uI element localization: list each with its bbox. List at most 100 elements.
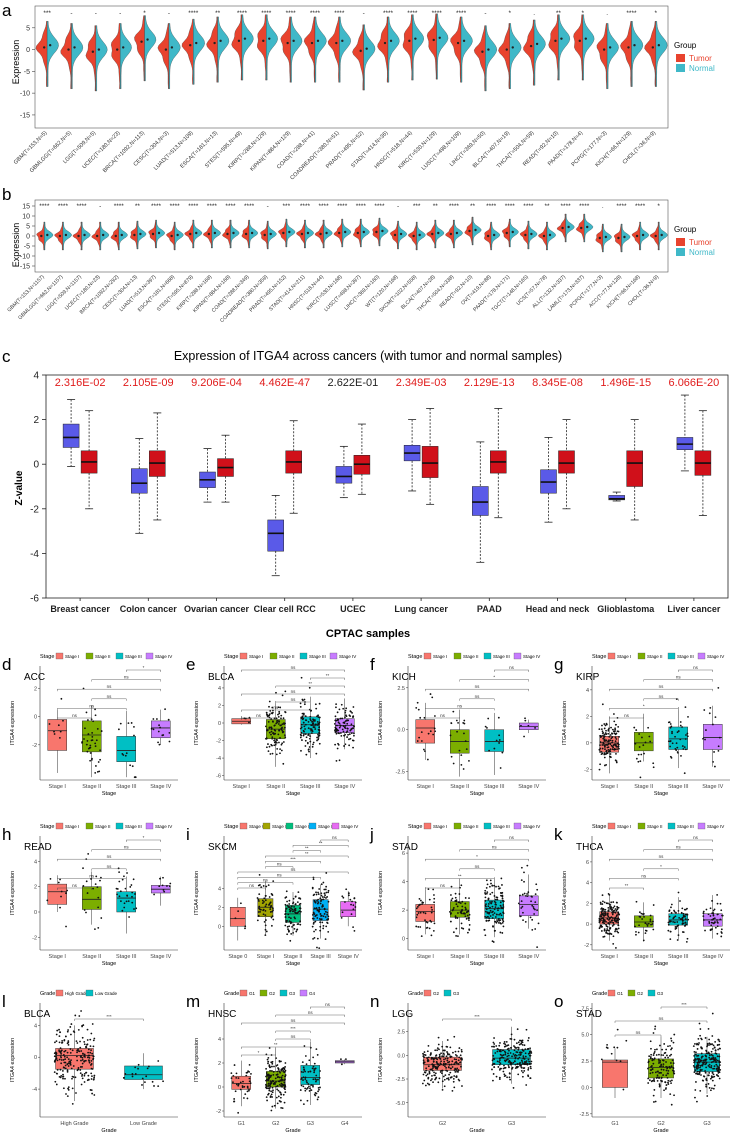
legend-label: Stage IV	[707, 654, 724, 659]
sample-point	[493, 895, 496, 897]
legend-swatch	[55, 989, 64, 997]
sample-point	[309, 740, 312, 743]
violin-tumor-half	[157, 23, 170, 89]
legend-swatch	[269, 652, 278, 660]
normal-box	[335, 466, 353, 484]
sample-point	[658, 1053, 660, 1056]
sample-point	[524, 1060, 526, 1063]
sample-point	[312, 741, 315, 744]
x-axis-label: Grade	[653, 1128, 668, 1134]
sample-point	[56, 1059, 59, 1062]
sample-point	[81, 1062, 84, 1065]
sample-point	[644, 922, 647, 925]
sample-point	[455, 1058, 458, 1061]
sample-point	[637, 760, 640, 763]
sample-point	[493, 1043, 496, 1045]
sample-point	[712, 922, 714, 924]
sample-point	[268, 731, 271, 734]
sample-point	[87, 719, 89, 721]
sample-point	[283, 1079, 286, 1082]
sample-point	[334, 715, 337, 718]
sample-point	[717, 913, 719, 915]
sample-point	[279, 706, 282, 709]
sample-point	[349, 898, 352, 901]
sample-point	[432, 1067, 434, 1069]
sample-point	[121, 753, 124, 755]
sample-point	[323, 892, 326, 895]
sample-point	[66, 1069, 69, 1072]
sample-point	[495, 1075, 498, 1078]
violin-normal-half	[267, 220, 277, 250]
sample-point	[486, 891, 489, 893]
sample-point	[317, 1090, 319, 1093]
y-axis-label: ITGA4 expression	[562, 871, 568, 915]
sample-point	[281, 742, 284, 745]
sample-point	[708, 1054, 711, 1057]
violin-median-dot	[195, 231, 198, 235]
sample-point	[281, 1074, 284, 1077]
violin-median-dot	[437, 231, 440, 235]
sample-point	[530, 1050, 532, 1053]
sample-point	[641, 918, 644, 920]
sample-point	[460, 1048, 463, 1051]
x-axis-label: Grade	[101, 1128, 116, 1134]
sample-point	[675, 911, 677, 914]
sample-point	[301, 739, 303, 741]
sample-point	[67, 1058, 70, 1061]
sample-point	[57, 881, 60, 884]
y-axis-label: ITGA4 expression	[562, 1038, 568, 1082]
sample-point	[487, 905, 490, 908]
sample-point	[269, 709, 272, 712]
comparison-bracket	[126, 839, 161, 842]
legend-swatch	[299, 989, 308, 997]
violin-tumor-half	[134, 15, 145, 82]
sample-point	[337, 742, 339, 745]
comparison-bracket	[57, 717, 92, 720]
violin-median-dot	[170, 234, 173, 238]
sample-point	[312, 894, 315, 897]
sample-point	[433, 1065, 435, 1068]
sample-point	[494, 929, 497, 932]
sample-point	[304, 1078, 307, 1080]
y-tick-label: -2	[584, 943, 589, 949]
sample-point	[467, 931, 469, 934]
sample-point	[484, 725, 487, 728]
sample-point	[82, 884, 85, 887]
violin-median-dot	[189, 232, 192, 236]
sample-point	[432, 1057, 434, 1060]
sample-point	[508, 1076, 511, 1079]
sample-point	[501, 895, 504, 898]
sample-point	[290, 905, 293, 908]
sample-point	[497, 1048, 500, 1051]
sample-point	[265, 711, 268, 714]
sample-point	[91, 1052, 94, 1055]
comparison-label: *	[143, 835, 145, 840]
sample-point	[495, 739, 498, 742]
violin-median-dot	[46, 233, 49, 237]
sample-point	[278, 741, 280, 744]
violin-median-dot	[114, 234, 117, 238]
y-tick-label: 4	[218, 1037, 221, 1043]
sample-point	[699, 1089, 702, 1092]
sample-point	[129, 886, 132, 888]
sample-point	[499, 901, 502, 904]
sample-point	[681, 745, 684, 747]
significance-label: ****	[449, 203, 460, 210]
sample-point	[647, 1077, 650, 1080]
sample-point	[133, 734, 135, 737]
sample-point	[715, 1063, 718, 1066]
sample-point	[671, 730, 673, 733]
sample-point	[687, 715, 689, 718]
sample-point	[92, 1055, 94, 1057]
sample-point	[76, 1059, 79, 1062]
sample-point	[499, 1062, 502, 1065]
sample-point	[321, 921, 324, 924]
sample-point	[614, 930, 616, 933]
sample-point	[699, 1066, 701, 1069]
sample-point	[486, 726, 488, 729]
sample-point	[315, 891, 317, 894]
sample-point	[65, 925, 67, 928]
sample-point	[612, 921, 615, 924]
sample-point	[418, 897, 421, 900]
